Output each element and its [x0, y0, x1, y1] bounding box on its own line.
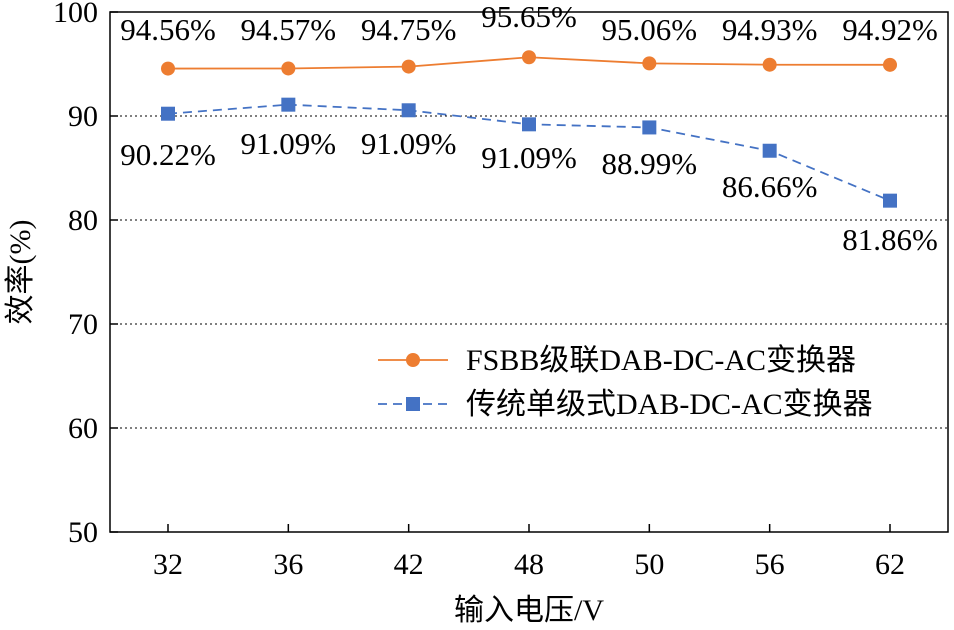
data-label: 91.09% [241, 126, 337, 161]
data-point-square [522, 117, 536, 132]
x-tick-label: 36 [273, 548, 303, 581]
legend-marker-fsbb [406, 353, 420, 367]
data-label: 94.57% [241, 12, 337, 47]
plot-frame [109, 11, 949, 533]
data-label: 86.66% [722, 169, 818, 204]
series-layer [161, 50, 897, 208]
legend-label-traditional: 传统单级式DAB-DC-AC变换器 [466, 388, 873, 421]
data-label: 94.93% [722, 12, 818, 47]
data-point-circle [762, 57, 777, 72]
legend-marker-traditional [406, 397, 420, 411]
data-point-square [401, 103, 416, 118]
data-point-circle [642, 56, 657, 71]
data-point-circle [281, 61, 296, 76]
x-axis: 32 36 42 48 50 56 62 [153, 524, 905, 581]
data-point-square [161, 106, 175, 121]
y-axis: 50 60 70 80 90 100 [53, 0, 118, 549]
y-tick-label: 100 [53, 0, 98, 29]
x-tick-label: 56 [755, 548, 785, 581]
y-axis-title: 效率(%) [4, 220, 37, 325]
x-tick-label: 50 [634, 548, 664, 581]
data-point-circle [522, 50, 536, 65]
data-point-circle [883, 57, 897, 72]
data-label: 94.56% [120, 12, 216, 47]
legend: FSBB级联DAB-DC-AC变换器 传统单级式DAB-DC-AC变换器 [378, 344, 873, 421]
data-label: 81.86% [842, 222, 938, 257]
y-tick-label: 70 [68, 308, 98, 341]
data-label: 91.09% [481, 140, 577, 175]
data-point-circle [401, 59, 416, 74]
data-point-square [762, 143, 777, 158]
data-label: 94.92% [842, 12, 938, 47]
y-tick-label: 80 [68, 204, 98, 237]
x-tick-label: 48 [514, 548, 544, 581]
x-tick-label: 32 [153, 548, 183, 581]
data-label: 88.99% [602, 146, 698, 181]
data-point-square [883, 193, 897, 208]
data-label: 95.06% [602, 12, 698, 47]
data-point-square [281, 97, 296, 112]
data-label: 91.09% [361, 126, 457, 161]
x-axis-title: 输入电压/V [454, 594, 604, 627]
data-label: 94.75% [361, 12, 457, 47]
y-tick-label: 90 [68, 100, 98, 133]
y-tick-label: 50 [68, 516, 98, 549]
data-label: 95.65% [481, 0, 577, 34]
x-tick-label: 62 [875, 548, 905, 581]
legend-label-fsbb: FSBB级联DAB-DC-AC变换器 [466, 344, 856, 377]
data-point-square [642, 120, 657, 135]
y-tick-label: 60 [68, 412, 98, 445]
data-labels: 94.56% 94.57% 94.75% 95.65% 95.06% 94.93% 94.9… [120, 0, 938, 257]
x-tick-label: 42 [394, 548, 424, 581]
data-label: 90.22% [120, 137, 216, 172]
data-point-circle [161, 61, 175, 76]
